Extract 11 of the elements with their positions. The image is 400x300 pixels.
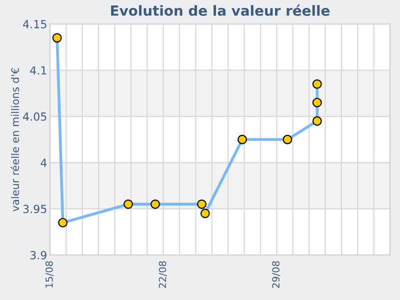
x-tick-label: 15/08 — [45, 261, 54, 288]
y-tick-label: 4 — [40, 158, 47, 167]
x-tick-label: 22/08 — [158, 261, 167, 288]
y-tick-label: 3.95 — [23, 204, 46, 214]
y-axis-title: valeur réelle en millions d'€ — [10, 68, 20, 212]
y-tick-label: 4.15 — [23, 20, 46, 28]
chart-title: Evolution de la valeur réelle — [111, 4, 330, 16]
y-tick-label: 3.9 — [30, 250, 46, 260]
x-tick-label: 29/08 — [272, 261, 280, 288]
y-tick-label: 4.1 — [30, 66, 46, 74]
y-tick-label: 4.05 — [23, 112, 46, 121]
